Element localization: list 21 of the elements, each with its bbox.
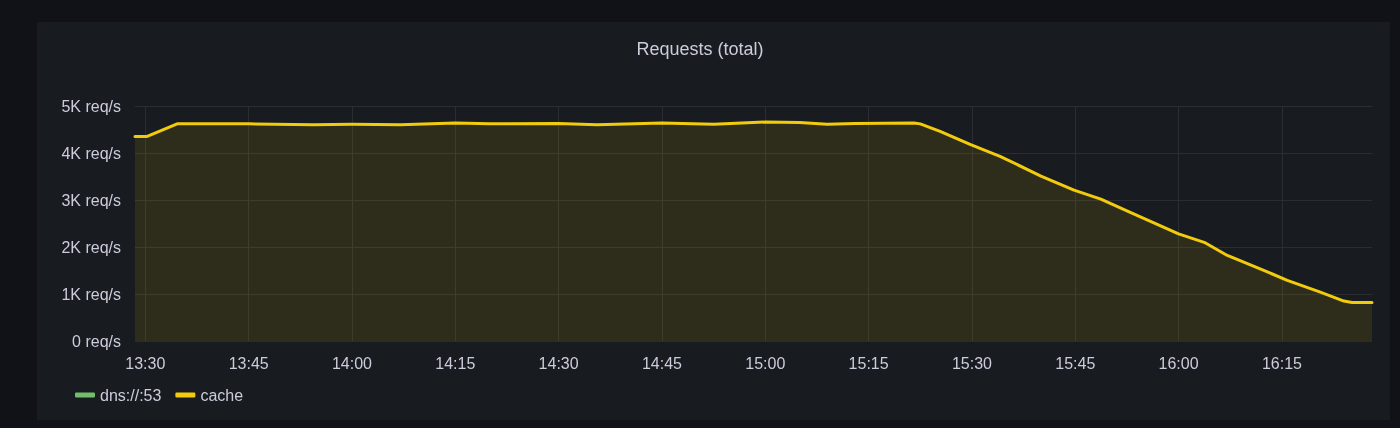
x-tick-label: 13:45 xyxy=(228,354,269,372)
x-tick-label: 16:00 xyxy=(1158,354,1199,372)
legend-label: dns://:53 xyxy=(100,386,162,404)
x-tick-label: 15:15 xyxy=(848,354,889,372)
chart-title: Requests (total) xyxy=(636,39,764,59)
x-tick-label: 15:30 xyxy=(951,354,993,372)
y-tick-label: 0 req/s xyxy=(72,332,121,350)
x-tick-label: 14:15 xyxy=(435,354,476,372)
x-tick-label: 14:30 xyxy=(538,354,579,372)
y-tick-label: 1K req/s xyxy=(61,285,121,303)
x-tick-label: 16:15 xyxy=(1261,354,1303,372)
x-tick-label: 13:30 xyxy=(125,354,166,372)
x-tick-label: 14:00 xyxy=(331,354,373,372)
y-tick-label: 3K req/s xyxy=(61,191,121,209)
y-tick-label: 4K req/s xyxy=(61,144,121,162)
x-tick-label: 14:45 xyxy=(641,354,683,372)
y-tick-label: 2K req/s xyxy=(61,238,121,256)
legend-label: cache xyxy=(200,386,244,404)
x-tick-label: 15:45 xyxy=(1055,354,1096,372)
x-tick-label: 15:00 xyxy=(745,354,786,372)
y-tick-label: 5K req/s xyxy=(61,97,121,115)
